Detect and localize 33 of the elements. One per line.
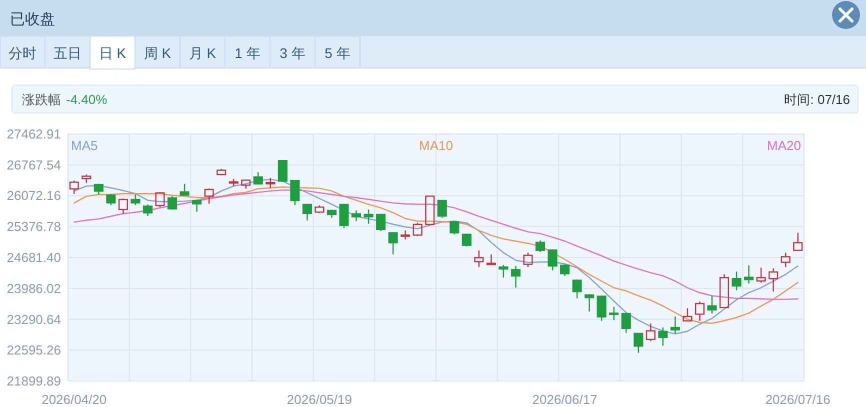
y-tick-label: 22595.26 [6,342,61,358]
title: 已收盘 [10,11,55,28]
candlestick [768,268,778,292]
x-tick-label: 2026/07/16 [765,392,830,407]
text: 时间: 07/16 [784,92,850,107]
tab: 分时 [0,36,46,68]
candlestick [694,300,705,322]
tab-selected: 日 K [90,36,136,70]
candlestick [793,232,803,251]
y-tick-label: 25376.78 [6,219,61,234]
candlestick [719,274,730,308]
text: -4.40% [66,92,108,107]
candlestick [400,230,410,240]
text: MA20 [767,138,801,153]
y-tick-label: 26767.54 [6,157,61,172]
y-tick-label: 24681.40 [6,250,61,265]
y-tick-label: 27462.91 [6,126,61,142]
x-tick-label: 2026/05/19 [286,392,352,407]
x-tick-label: 2026/04/20 [42,392,107,407]
y-tick-label: 21899.89 [6,374,61,388]
text: MA10 [419,138,453,153]
candlestick [351,210,362,222]
tab: 5 年 [314,36,360,68]
y-tick-label: 23986.02 [6,280,61,296]
x-tick-label: 2026/06/17 [532,392,598,407]
candlestick [510,265,521,288]
y-tick-label: 23290.64 [6,312,61,327]
text: 涨跌幅 [22,92,61,107]
candlestick [744,264,754,284]
candlestick [584,294,594,312]
candlestick [670,316,680,334]
text: MA5 [71,138,98,153]
y-tick-label: 26072.16 [6,188,61,204]
